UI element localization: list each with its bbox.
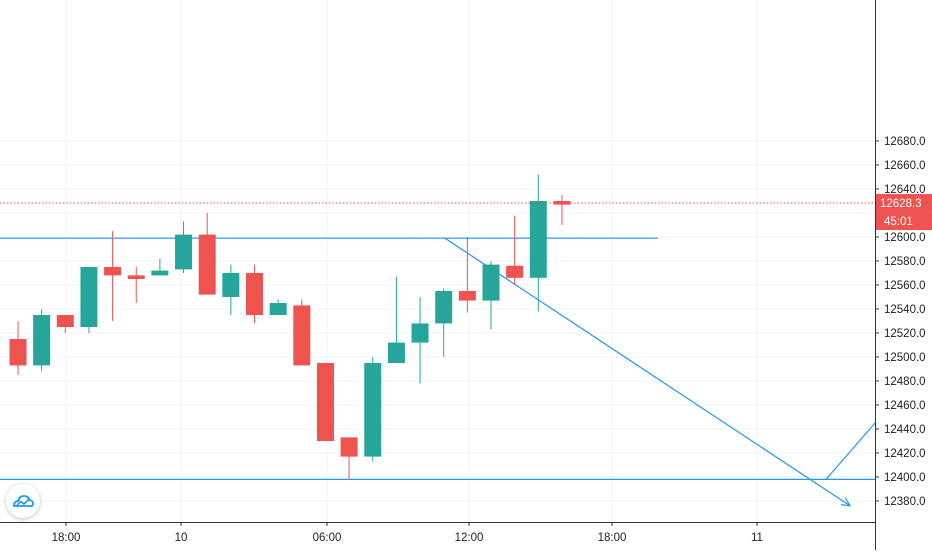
countdown-badge — [876, 212, 932, 231]
x-tick-label: 10 — [175, 532, 188, 544]
candle-body — [435, 291, 453, 324]
x-tick-label: 11 — [751, 532, 763, 544]
candle-body — [33, 315, 51, 366]
countdown-label: 45:01 — [884, 216, 913, 228]
y-tick-label: 12520.0 — [884, 328, 926, 340]
candle-body — [553, 201, 571, 205]
candle — [222, 264, 240, 315]
last-price-label: 12628.3 — [880, 198, 922, 210]
grid — [0, 0, 875, 522]
drawings[interactable] — [0, 237, 876, 507]
candle-body — [293, 305, 311, 366]
candle-body — [198, 234, 216, 295]
candle-body — [482, 264, 500, 301]
candle — [293, 299, 311, 366]
candle-body — [80, 267, 98, 327]
y-tick-label: 12560.0 — [884, 280, 926, 292]
candle — [482, 261, 500, 330]
candle-body — [175, 234, 193, 270]
candle-body — [151, 270, 169, 276]
y-tick-label: 12400.0 — [884, 472, 926, 484]
candle — [198, 213, 216, 295]
candle — [553, 195, 571, 225]
x-tick-label: 12:00 — [455, 532, 484, 544]
candle-body — [506, 265, 524, 278]
candle — [411, 297, 429, 384]
y-tick-label: 12580.0 — [884, 256, 926, 268]
price-axis-background — [875, 0, 932, 550]
y-tick-label: 12380.0 — [884, 496, 926, 508]
time-axis[interactable]: 18:00 10 06:00 12:00 18:00 11 — [0, 522, 875, 550]
candle — [340, 437, 358, 480]
candle-body — [246, 273, 263, 315]
time-axis-background — [0, 522, 875, 550]
candle-body — [411, 323, 429, 343]
candle — [316, 363, 334, 441]
y-tick-label: 12680.0 — [884, 136, 926, 148]
candle — [33, 309, 51, 372]
y-tick-label: 12420.0 — [884, 448, 926, 460]
candle-body — [387, 342, 405, 363]
candle — [104, 231, 122, 321]
candle-body — [269, 303, 287, 315]
y-tick-label: 12480.0 — [884, 376, 926, 388]
y-tick-label: 12540.0 — [884, 304, 926, 316]
trend-arrowhead — [841, 497, 852, 507]
candle-body — [9, 339, 27, 366]
cloud-logo-icon — [13, 495, 34, 507]
candle — [387, 276, 405, 363]
candle — [458, 237, 476, 313]
candle — [127, 267, 145, 303]
candle — [56, 315, 74, 333]
candle-body — [104, 267, 122, 276]
y-tick-label: 12600.0 — [884, 232, 926, 244]
candle-body — [529, 201, 547, 278]
y-tick-label: 12660.0 — [884, 160, 926, 172]
x-tick-label: 18:00 — [52, 532, 81, 544]
y-tick-label: 12500.0 — [884, 352, 926, 364]
candle — [269, 299, 287, 315]
candle — [364, 357, 382, 462]
candle — [80, 267, 98, 333]
y-tick-label: 12640.0 — [884, 184, 926, 196]
candle-body — [127, 275, 145, 279]
candle-body — [364, 363, 382, 457]
candle — [9, 321, 27, 375]
y-tick-label: 12440.0 — [884, 424, 926, 436]
down-trend-line[interactable] — [444, 237, 851, 507]
x-tick-label: 18:00 — [598, 532, 627, 544]
tradingview-logo[interactable] — [6, 484, 40, 518]
candle-body — [316, 363, 334, 441]
candle-body — [56, 315, 74, 327]
candles — [9, 174, 571, 480]
candle-body — [222, 273, 240, 297]
candle — [506, 215, 524, 285]
candle — [529, 174, 547, 312]
last-price-badge — [876, 194, 932, 213]
candle-body — [340, 437, 358, 457]
candle — [246, 264, 263, 324]
up-trend-line[interactable] — [825, 422, 876, 480]
candle-body — [458, 291, 476, 301]
candle — [175, 221, 193, 273]
x-tick-label: 06:00 — [313, 532, 342, 544]
candle — [151, 258, 169, 276]
price-axis[interactable]: 12380.0 12400.0 12420.0 12440.0 12460.0 12480… — [875, 0, 932, 550]
y-tick-label: 12460.0 — [884, 400, 926, 412]
candle — [435, 288, 453, 357]
